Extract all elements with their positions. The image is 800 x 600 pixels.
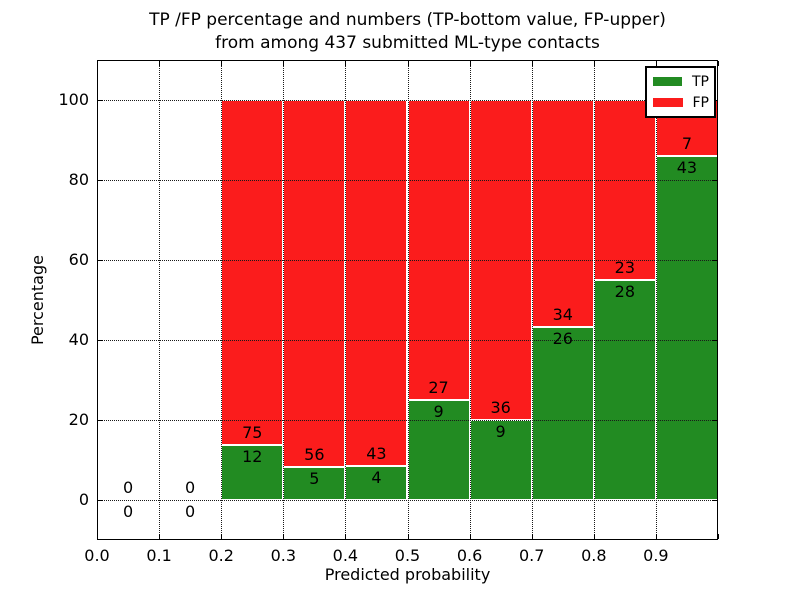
gridline-horizontal xyxy=(98,500,717,501)
tp-count-label: 28 xyxy=(614,282,636,302)
legend-entry-tp: TP xyxy=(653,71,709,92)
tp-count-label: 9 xyxy=(495,422,506,441)
bar-fp-segment xyxy=(221,100,284,445)
fp-count-label: 7 xyxy=(681,134,693,153)
x-tick-mark xyxy=(593,61,595,66)
fp-count-label: 36 xyxy=(490,398,511,417)
x-tick-label: 0.1 xyxy=(146,546,172,565)
x-tick-mark xyxy=(159,61,161,66)
x-tick-mark xyxy=(345,61,347,66)
fp-legend-label: FP xyxy=(692,94,710,111)
x-tick-mark xyxy=(718,61,719,66)
tp-count-label: 5 xyxy=(309,469,320,489)
y-tick-mark xyxy=(712,500,717,501)
x-tick-label: 0.5 xyxy=(394,546,421,565)
x-tick-label: 0.0 xyxy=(84,546,110,565)
x-tick-mark xyxy=(407,61,409,66)
x-tick-label: 0.7 xyxy=(518,546,545,565)
y-tick-label: 40 xyxy=(68,330,89,349)
y-tick-mark xyxy=(98,340,103,341)
fp-count-label: 23 xyxy=(614,258,636,278)
y-tick-label: 100 xyxy=(58,90,89,109)
x-axis-label: Predicted probability xyxy=(324,565,491,584)
tp-count-label: 4 xyxy=(371,467,382,487)
tp-count-label: 9 xyxy=(433,402,444,421)
x-tick-mark xyxy=(97,534,98,539)
tp-count-label: 12 xyxy=(242,446,263,466)
x-tick-mark xyxy=(718,534,719,539)
fp-count-label: 0 xyxy=(185,478,196,497)
x-tick-label: 0.6 xyxy=(456,546,483,565)
x-tick-mark xyxy=(221,534,223,539)
y-tick-mark xyxy=(98,500,103,501)
x-tick-label: 0.8 xyxy=(581,546,607,565)
tp-count-label: 43 xyxy=(676,158,698,177)
x-tick-mark xyxy=(283,61,285,66)
tp-legend-swatch xyxy=(653,77,682,86)
x-tick-mark xyxy=(221,61,223,66)
y-tick-label: 60 xyxy=(68,250,89,269)
y-tick-mark xyxy=(712,180,717,181)
bar-fp-segment xyxy=(593,100,656,281)
bar-tp-segment xyxy=(531,326,594,500)
y-tick-mark xyxy=(98,260,103,261)
x-tick-mark xyxy=(283,534,285,539)
x-tick-label: 0.9 xyxy=(643,546,669,565)
x-tick-mark xyxy=(593,534,595,539)
fp-count-label: 34 xyxy=(552,304,573,324)
fp-count-label: 27 xyxy=(428,378,449,397)
fp-legend-swatch xyxy=(653,98,683,107)
bar-tp-segment xyxy=(345,465,408,500)
tp-count-label: 0 xyxy=(185,502,196,521)
y-tick-mark xyxy=(98,420,103,421)
fp-count-label: 0 xyxy=(122,478,134,497)
gridline-vertical xyxy=(159,61,161,539)
y-axis-label: Percentage xyxy=(28,255,47,346)
fp-count-label: 43 xyxy=(366,443,387,463)
bar-tp-segment xyxy=(593,280,656,500)
bar-fp-segment xyxy=(283,100,346,468)
bar-fp-segment xyxy=(407,100,470,400)
legend-entry-fp: FP xyxy=(653,92,709,113)
bar-tp-segment xyxy=(407,400,470,500)
x-tick-label: 0.2 xyxy=(208,546,234,565)
x-tick-mark xyxy=(407,534,409,539)
tp-count-label: 26 xyxy=(552,328,573,348)
x-tick-mark xyxy=(469,534,471,539)
tp-count-label: 0 xyxy=(122,502,134,521)
y-tick-label: 0 xyxy=(78,490,89,509)
bar-tp-segment xyxy=(655,156,718,500)
x-tick-mark xyxy=(469,61,471,66)
bar-fp-segment xyxy=(345,100,408,466)
chart-title-line-1: TP /FP percentage and numbers (TP-bottom… xyxy=(149,10,666,30)
x-tick-mark xyxy=(531,534,533,539)
y-tick-label: 80 xyxy=(68,170,89,189)
legend: TP FP xyxy=(645,66,716,118)
tp-legend-label: TP xyxy=(692,73,709,90)
x-tick-label: 0.3 xyxy=(270,546,297,565)
y-tick-label: 20 xyxy=(68,410,89,429)
x-tick-mark xyxy=(531,61,533,66)
y-tick-mark xyxy=(712,340,717,341)
fp-count-label: 75 xyxy=(242,422,263,442)
chart-title: TP /FP percentage and numbers (TP-bottom… xyxy=(97,9,718,55)
bar-fp-segment xyxy=(531,100,594,327)
x-tick-mark xyxy=(159,534,161,539)
x-tick-mark xyxy=(345,534,347,539)
x-tick-mark xyxy=(97,61,98,66)
chart-title-line-2: from among 437 submitted ML-type contact… xyxy=(215,33,600,53)
x-tick-label: 0.4 xyxy=(332,546,359,565)
bar-fp-segment xyxy=(469,100,532,420)
y-tick-mark xyxy=(98,180,103,181)
y-tick-mark xyxy=(712,420,717,421)
y-tick-mark xyxy=(98,100,103,101)
x-tick-mark xyxy=(655,534,657,539)
fp-count-label: 56 xyxy=(304,445,325,465)
y-tick-mark xyxy=(712,260,717,261)
